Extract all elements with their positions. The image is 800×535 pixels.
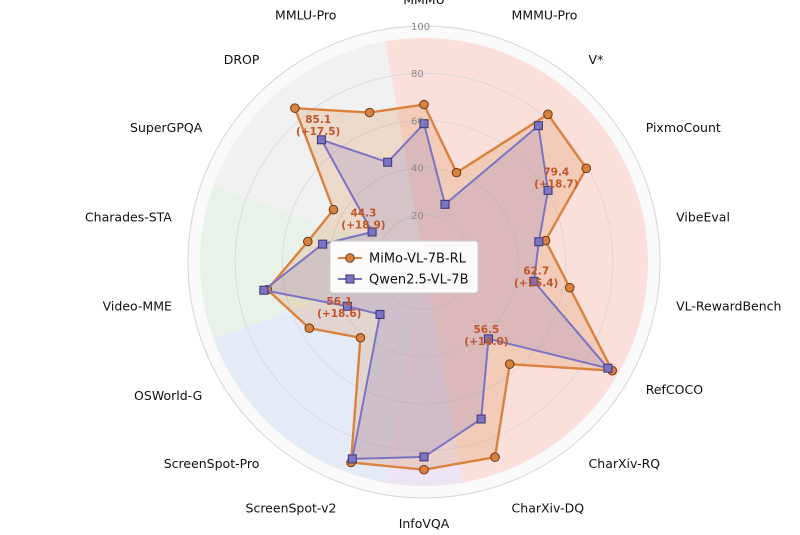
legend-label-0: MiMo-VL-7B-RL: [369, 252, 467, 267]
axis-label-infovqa: InfoVQA: [399, 516, 450, 531]
point-qwen2-5-vl-7b-drop: [316, 135, 326, 145]
axis-label-screenspot-v2: ScreenSpot-v2: [246, 501, 337, 516]
point-qwen2-5-vl-7b-video-mme: [259, 285, 269, 295]
point-mimo-vl-7b-rl-v: [543, 109, 553, 120]
point-qwen2-5-vl-7b-charxiv-rq: [483, 334, 493, 344]
axis-label-refcoco: RefCOCO: [646, 382, 704, 397]
sector-3: [200, 185, 424, 339]
point-mimo-vl-7b-rl-mmlu-pro: [364, 107, 375, 118]
point-mimo-vl-7b-rl-pixmocount: [581, 163, 592, 174]
point-mimo-vl-7b-rl-charxiv-dq: [490, 452, 500, 462]
annotation-delta-charxiv-rq: (+14.0): [464, 336, 508, 348]
point-qwen2-5-vl-7b-vibeeval: [534, 237, 544, 247]
tick-label-100: 100: [411, 22, 430, 33]
tick-label-40: 40: [411, 164, 424, 175]
axis-label-mmlu-pro: MMLU-Pro: [275, 7, 336, 22]
grid-ring-100: [187, 25, 661, 499]
annotation-value-charxiv-rq: 56.5: [473, 324, 499, 336]
legend-item-1: Qwen2.5-VL-7B: [338, 273, 469, 288]
annotation-value-osworld-g: 56.1: [326, 296, 352, 308]
legend: MiMo-VL-7B-RL Qwen2.5-VL-7B: [329, 240, 479, 294]
point-mimo-vl-7b-rl-drop: [290, 103, 300, 113]
axis-label-vibeeval: VibeEval: [676, 210, 730, 225]
point-qwen2-5-vl-7b-vl-rewardbench: [529, 276, 539, 286]
point-mimo-vl-7b-rl-charxiv-rq: [504, 359, 515, 369]
axis-label-v: V*: [589, 52, 604, 67]
point-qwen2-5-vl-7b-supergpqa: [367, 227, 377, 237]
point-qwen2-5-vl-7b-infovqa: [419, 452, 429, 462]
tick-label-60: 60: [411, 116, 424, 127]
legend-box: [329, 240, 479, 294]
sector-2: [213, 262, 424, 483]
point-mimo-vl-7b-rl-vl-rewardbench: [564, 282, 575, 293]
point-mimo-vl-7b-rl-supergpqa: [328, 204, 339, 215]
annotation-value-pixmocount: 79.4: [543, 166, 569, 178]
tick-label-80: 80: [411, 69, 424, 80]
point-mimo-vl-7b-rl-screenspot-pro: [355, 332, 366, 343]
point-qwen2-5-vl-7b-osworld-g: [342, 301, 352, 311]
point-mimo-vl-7b-rl-charades-sta: [302, 236, 313, 247]
axis-label-mmmu: MMMU: [403, 0, 445, 7]
point-qwen2-5-vl-7b-charades-sta: [318, 239, 328, 249]
point-qwen2-5-vl-7b-mmmu-pro: [440, 199, 450, 209]
point-qwen2-5-vl-7b-pixmocount: [543, 185, 553, 195]
legend-label-1: Qwen2.5-VL-7B: [369, 273, 469, 288]
annotation-delta-osworld-g: (+18.6): [317, 308, 361, 320]
axis-label-osworld-g: OSWorld-G: [134, 388, 202, 403]
axis-label-mmmu-pro: MMMU-Pro: [512, 7, 578, 22]
axis-label-vl-rewardbench: VL-RewardBench: [676, 298, 781, 313]
annotation-delta-supergpqa: (+18.9): [341, 220, 385, 232]
annotation-delta-vl-rewardbench: (+15.4): [514, 277, 558, 289]
sector-0: [385, 38, 649, 483]
point-mimo-vl-7b-rl-mmmu: [419, 99, 429, 110]
axis-label-charades-sta: Charades-STA: [85, 210, 172, 225]
point-qwen2-5-vl-7b-screenspot-v2: [347, 454, 357, 464]
point-qwen2-5-vl-7b-mmlu-pro: [383, 157, 393, 167]
point-qwen2-5-vl-7b-v: [533, 121, 543, 131]
legend-marker-1: [345, 274, 355, 284]
axis-label-screenspot-pro: ScreenSpot-Pro: [164, 456, 260, 471]
point-mimo-vl-7b-rl-mmmu-pro: [451, 167, 462, 178]
legend-item-0: MiMo-VL-7B-RL: [338, 252, 467, 267]
point-qwen2-5-vl-7b-refcoco: [603, 363, 613, 373]
sector-1: [385, 262, 463, 486]
point-mimo-vl-7b-rl-infovqa: [419, 464, 429, 475]
annotation-value-drop: 85.1: [305, 114, 331, 126]
axis-label-drop: DROP: [224, 52, 260, 67]
radial-tick-labels: 20 40 60 80 100: [411, 22, 430, 222]
axis-label-supergpqa: SuperGPQA: [130, 120, 203, 135]
sector-4: [213, 41, 424, 263]
annotation-delta-pixmocount: (+18.7): [534, 178, 578, 190]
annotation-value-vl-rewardbench: 62.7: [523, 265, 549, 277]
annotation-value-supergpqa: 44.3: [350, 208, 376, 220]
axis-label-charxiv-dq: CharXiv-DQ: [512, 501, 585, 516]
axis-labels: MMMU MMMU-Pro V* PixmoCount VibeEval VL-Rewar…: [85, 0, 781, 531]
axis-label-pixmocount: PixmoCount: [646, 120, 721, 135]
grid-ring-80: [234, 72, 614, 452]
axis-label-video-mme: Video-MME: [103, 298, 172, 313]
point-qwen2-5-vl-7b-charxiv-dq: [476, 414, 486, 424]
point-qwen2-5-vl-7b-screenspot-pro: [375, 309, 385, 319]
point-qwen2-5-vl-7b-mmmu: [419, 119, 429, 129]
legend-marker-0: [345, 253, 355, 263]
axis-label-charxiv-rq: CharXiv-RQ: [589, 456, 661, 471]
annotation-delta-drop: (+17.5): [296, 126, 340, 138]
tick-label-20: 20: [411, 211, 424, 222]
value-annotations: 85.1(+17.5)79.4(+18.7)44.3(+18.9)62.7(+1…: [296, 114, 578, 348]
point-mimo-vl-7b-rl-osworld-g: [304, 323, 315, 333]
